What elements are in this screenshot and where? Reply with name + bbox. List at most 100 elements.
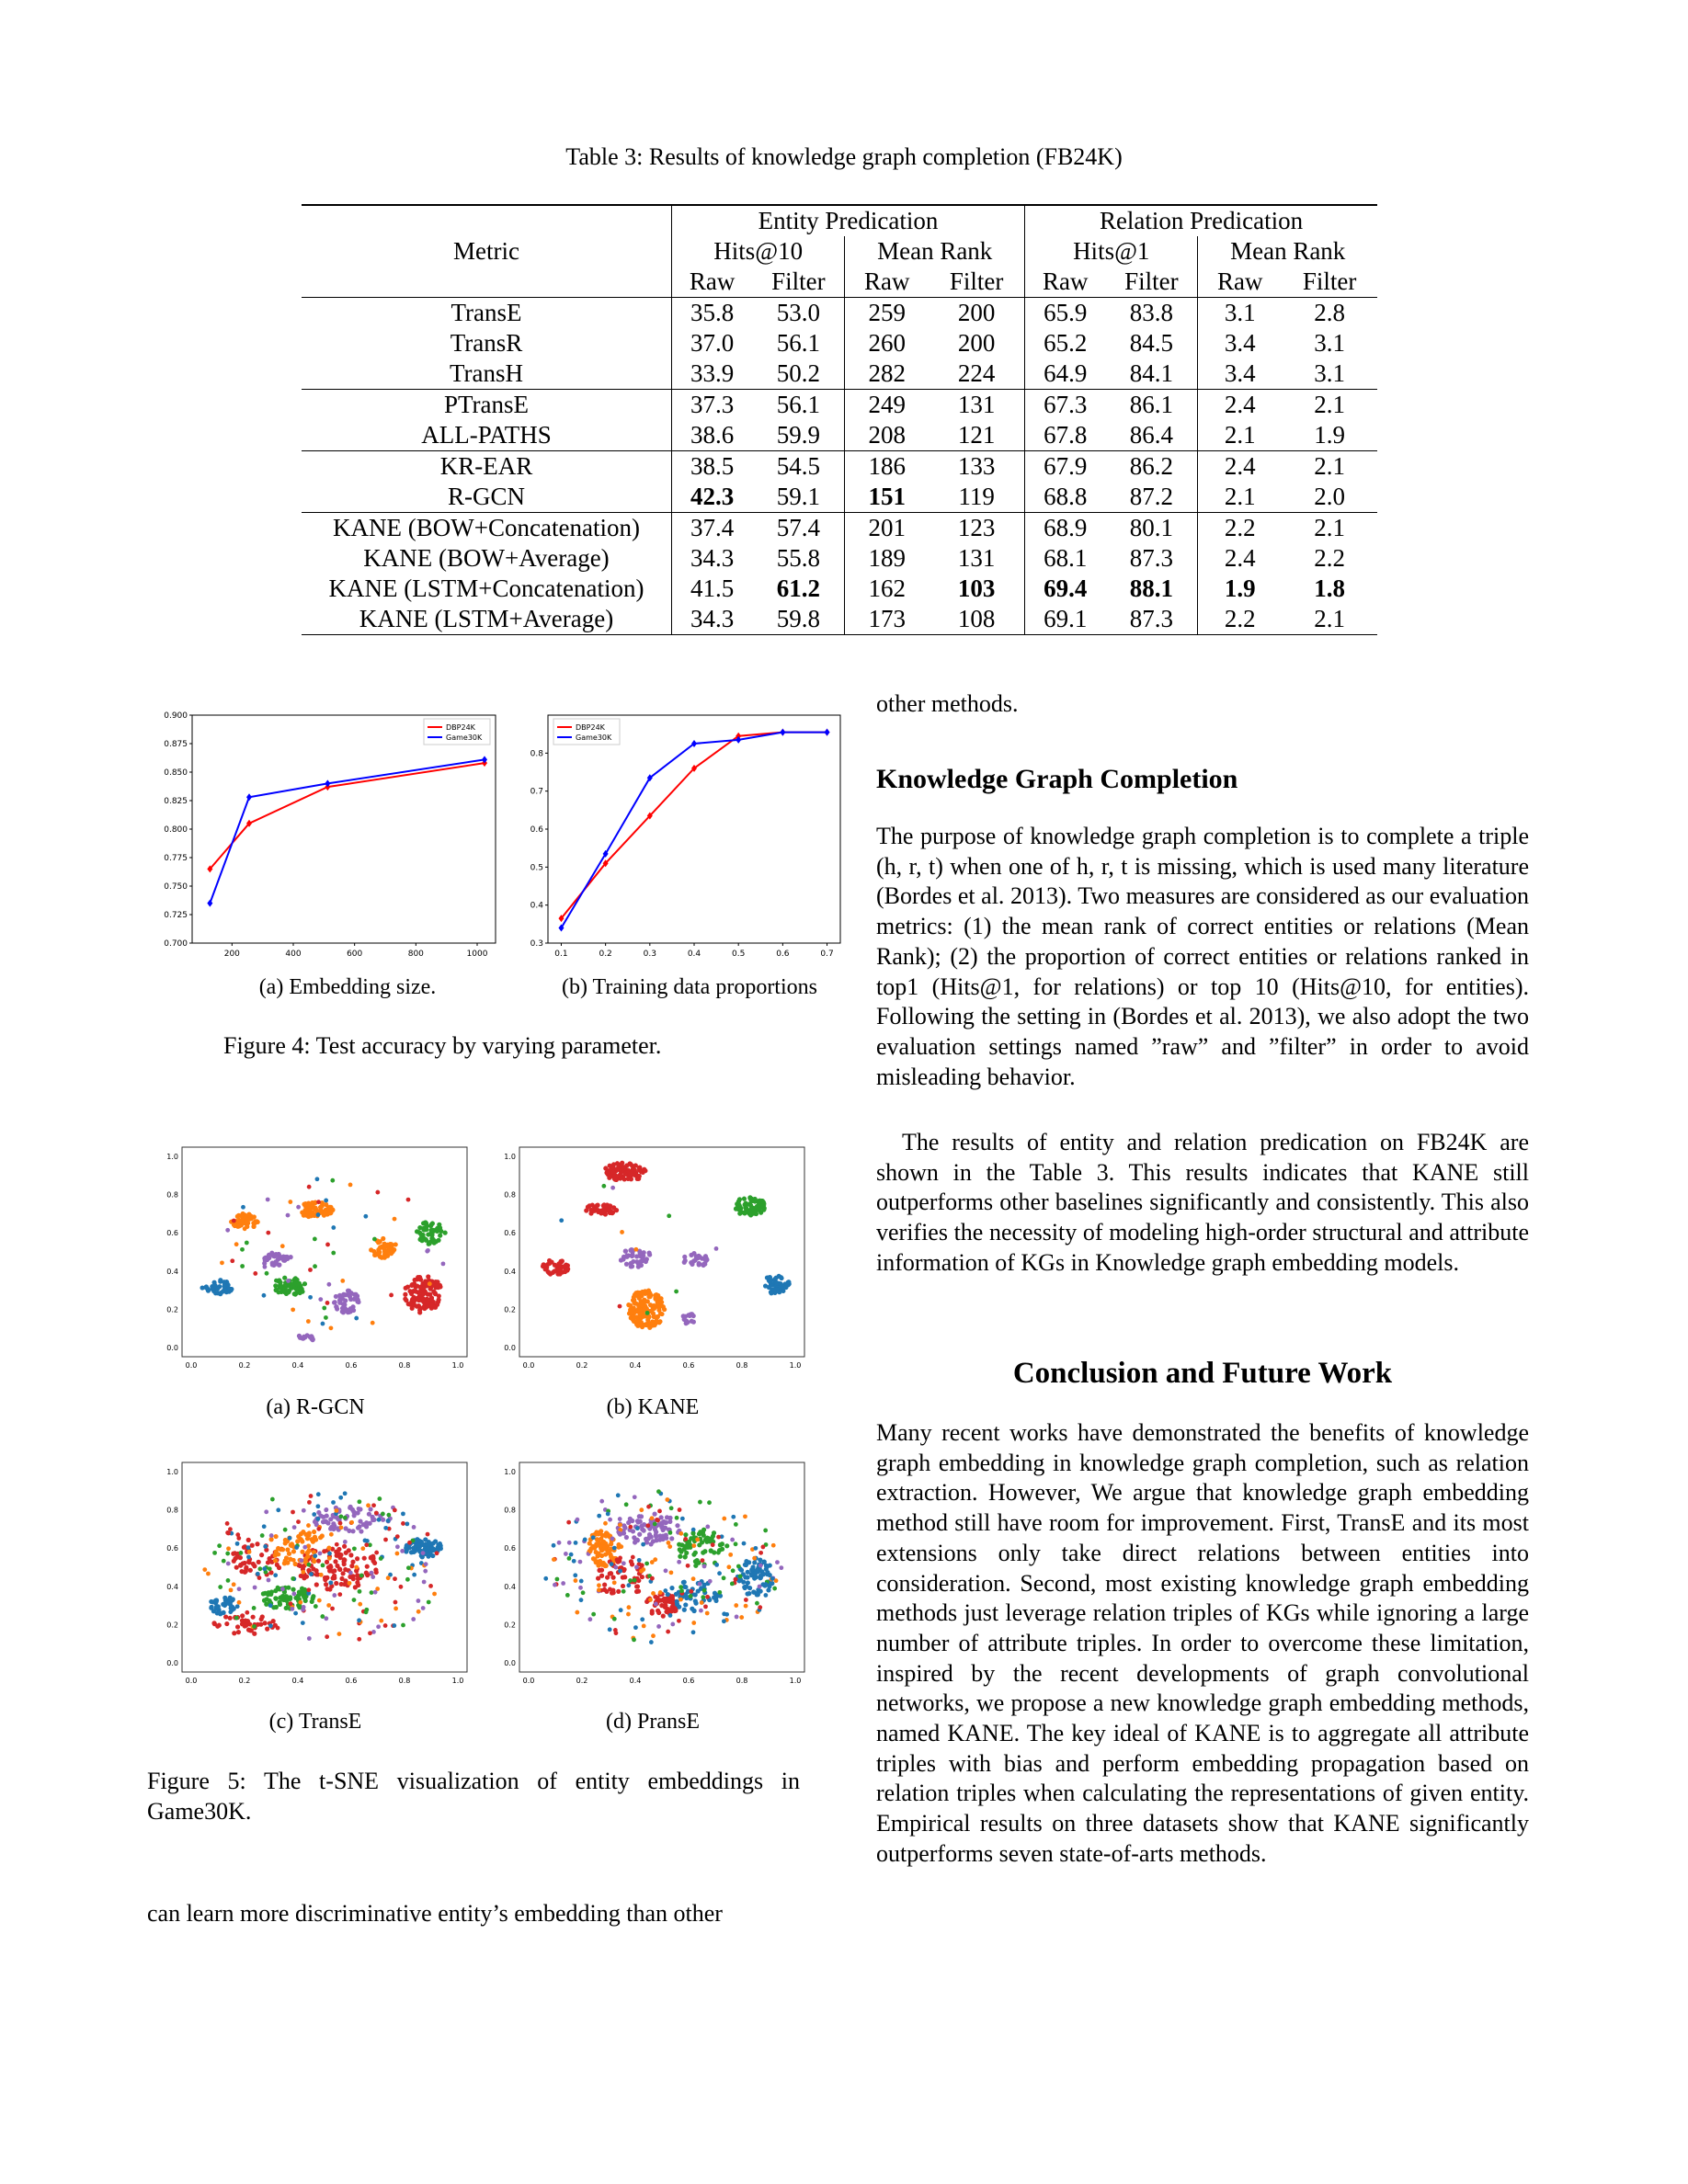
- data-point: [246, 793, 252, 802]
- scatter-point: [743, 1603, 748, 1609]
- legend-label: DBP24K: [446, 723, 476, 732]
- scatter-point: [221, 1558, 226, 1564]
- x-tick-label: 0.8: [736, 1677, 748, 1685]
- scatter-point: [653, 1557, 658, 1563]
- scatter-point: [610, 1162, 617, 1167]
- scatter-point: [241, 1204, 245, 1210]
- scatter-point: [783, 1284, 789, 1291]
- scatter-point: [423, 1541, 428, 1547]
- scatter-point: [342, 1302, 348, 1307]
- data-point: [558, 915, 565, 923]
- table-cell: 65.9: [1024, 297, 1106, 328]
- scatter-point: [679, 1597, 683, 1602]
- scatter-point: [641, 1623, 646, 1629]
- scatter-point: [382, 1623, 388, 1628]
- scatter-point: [336, 1632, 342, 1637]
- scatter-point: [340, 1278, 346, 1283]
- scatter-point: [437, 1541, 443, 1547]
- scatter-point: [672, 1608, 678, 1614]
- scatter-point: [618, 1522, 622, 1528]
- scatter-point: [348, 1290, 353, 1295]
- scatter-point: [247, 1567, 253, 1573]
- raw-header: Raw: [1197, 267, 1283, 298]
- scatter-point: [635, 1307, 641, 1313]
- scatter-point: [273, 1596, 279, 1601]
- figure5d-subcaption: (d) PransE: [606, 1710, 700, 1734]
- table-cell: 173: [844, 604, 930, 635]
- raw-header: Raw: [1024, 267, 1106, 298]
- scatter-point: [681, 1579, 687, 1585]
- table-cell: 260: [844, 328, 930, 358]
- scatter-point: [405, 1576, 410, 1582]
- scatter-point: [261, 1598, 268, 1603]
- hits10-header: Hits@10: [670, 236, 845, 267]
- scatter-point: [674, 1515, 679, 1520]
- scatter-point: [336, 1298, 343, 1303]
- scatter-point: [413, 1289, 418, 1294]
- scatter-point: [772, 1586, 778, 1591]
- tsne-pranse-chart: 0.0 0.2 0.4 0.6 0.8 1.0 0.0 0.2 0.4 0.6 0.8 1.0: [504, 1462, 805, 1685]
- scatter-point: [401, 1511, 405, 1517]
- scatter-point: [315, 1492, 321, 1497]
- scatter-point: [634, 1519, 641, 1524]
- plot-frame: [181, 1462, 468, 1673]
- scatter-point: [376, 1624, 382, 1630]
- scatter-point: [405, 1197, 411, 1202]
- scatter-point: [639, 1574, 645, 1580]
- scatter-point: [372, 1236, 377, 1242]
- scatter-point: [324, 1559, 330, 1565]
- meanrank-rel-header: Mean Rank: [1197, 236, 1377, 267]
- scatter-point: [773, 1578, 779, 1584]
- scatter-point: [427, 1281, 432, 1287]
- table-cell: 87.3: [1129, 544, 1174, 572]
- scatter-point: [597, 1583, 601, 1588]
- scatter-point: [389, 1292, 393, 1298]
- scatter-point: [357, 1588, 362, 1594]
- scatter-point: [767, 1275, 772, 1280]
- table-cell: 282: [844, 358, 930, 390]
- scatter-point: [683, 1532, 689, 1538]
- figure4-caption: Figure 4: Test accuracy by varying param…: [223, 1032, 662, 1059]
- scatter-point: [375, 1189, 381, 1195]
- scatter-point: [338, 1553, 344, 1558]
- scatter-point: [370, 1320, 375, 1325]
- y-tick-label: 0.800: [164, 825, 188, 835]
- scatter-point: [232, 1631, 237, 1636]
- scatter-point: [657, 1590, 663, 1595]
- series-line-Game30K: [560, 731, 827, 928]
- plot-frame: [519, 1146, 805, 1358]
- scatter-point: [394, 1544, 400, 1550]
- scatter-point: [649, 1308, 655, 1314]
- scatter-point: [380, 1517, 386, 1522]
- scatter-point: [742, 1562, 747, 1567]
- scatter-point: [412, 1572, 417, 1577]
- scatter-point: [400, 1548, 405, 1553]
- scatter-point: [232, 1223, 238, 1229]
- scatter-point: [690, 1630, 696, 1635]
- scatter-point: [355, 1510, 360, 1516]
- scatter-point: [324, 1201, 329, 1208]
- scatter-point: [701, 1532, 706, 1538]
- scatter-point: [341, 1562, 347, 1567]
- scatter-point: [426, 1274, 431, 1280]
- scatter-point: [632, 1637, 636, 1643]
- scatter-point: [280, 1587, 285, 1592]
- scatter-point: [301, 1594, 307, 1599]
- scatter-point: [551, 1557, 556, 1563]
- scatter-point: [695, 1588, 701, 1594]
- table-cell: 67.3: [1024, 389, 1106, 420]
- scatter-point: [697, 1542, 702, 1548]
- scatter-point: [303, 1209, 309, 1214]
- scatter-point: [694, 1557, 700, 1564]
- scatter-point: [541, 1262, 546, 1268]
- scatter-point: [646, 1250, 652, 1256]
- figure5-caption: Figure 5: The t-SNE visualization of ent…: [147, 1768, 800, 1825]
- scatter-point: [559, 1218, 565, 1223]
- scatter-point: [608, 1203, 613, 1209]
- figure4a-subcaption: (a) Embedding size.: [258, 975, 437, 999]
- scatter-point: [234, 1604, 240, 1610]
- scatter-point: [251, 1214, 257, 1220]
- scatter-point: [227, 1615, 233, 1621]
- scatter-point: [649, 1516, 655, 1521]
- table-cell: 37.3: [671, 389, 753, 420]
